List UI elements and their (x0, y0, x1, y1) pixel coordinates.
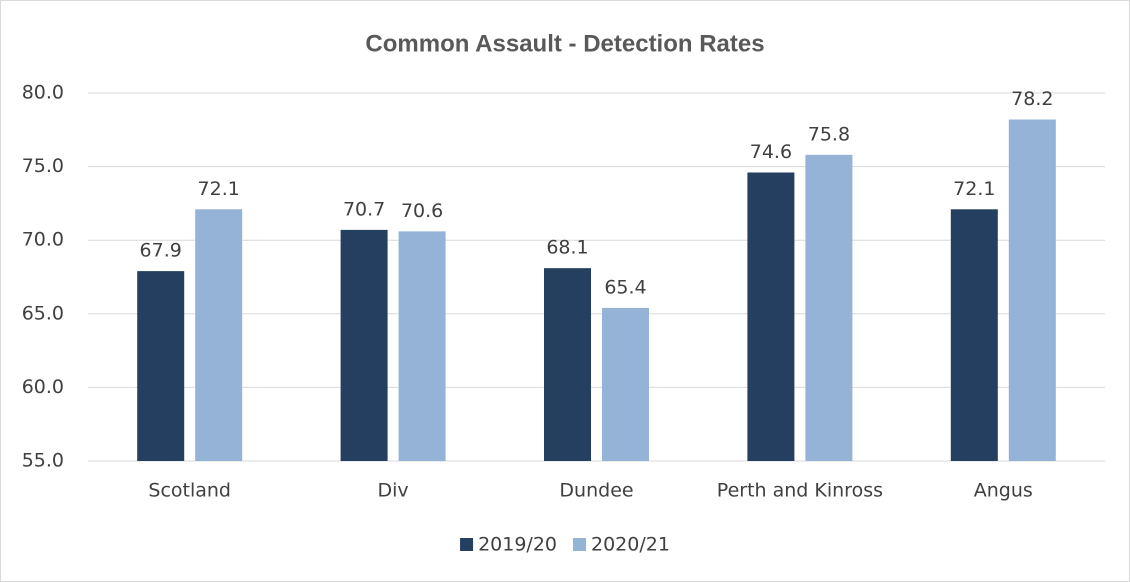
data-label: 67.9 (140, 240, 182, 262)
bar (137, 271, 185, 461)
x-tick-label: Perth and Kinross (717, 480, 883, 502)
y-tick-label: 75.0 (22, 155, 64, 177)
y-tick-label: 80.0 (22, 82, 64, 104)
legend-swatch (460, 538, 474, 551)
legend-swatch (573, 538, 586, 551)
data-label: 75.8 (808, 123, 850, 145)
y-tick-label: 55.0 (22, 450, 64, 472)
bar (544, 268, 591, 461)
x-tick-label: Div (378, 480, 409, 502)
data-label: 70.7 (343, 198, 385, 220)
x-tick-label: Dundee (559, 480, 633, 502)
bar (340, 229, 388, 461)
chart-title: Common Assault - Detection Rates (365, 30, 764, 57)
data-label: 72.1 (953, 178, 995, 200)
bar (398, 231, 446, 461)
data-label: 72.1 (198, 178, 240, 200)
legend-label: 2020/21 (591, 534, 670, 556)
data-label: 68.1 (546, 237, 588, 259)
bar (747, 172, 795, 461)
x-tick-label: Scotland (148, 480, 231, 502)
legend-label: 2019/20 (478, 534, 557, 556)
y-tick-label: 70.0 (22, 229, 64, 251)
bar (1008, 119, 1056, 461)
x-tick-label: Angus (974, 480, 1033, 502)
y-tick-label: 60.0 (22, 376, 64, 398)
bar (950, 209, 998, 461)
data-label: 74.6 (750, 141, 792, 163)
data-label: 70.6 (401, 200, 443, 222)
bar (195, 209, 243, 461)
bar (805, 154, 853, 461)
bar (602, 307, 649, 461)
data-label: 78.2 (1011, 88, 1053, 110)
data-label: 65.4 (604, 276, 646, 298)
y-tick-label: 65.0 (22, 302, 64, 324)
